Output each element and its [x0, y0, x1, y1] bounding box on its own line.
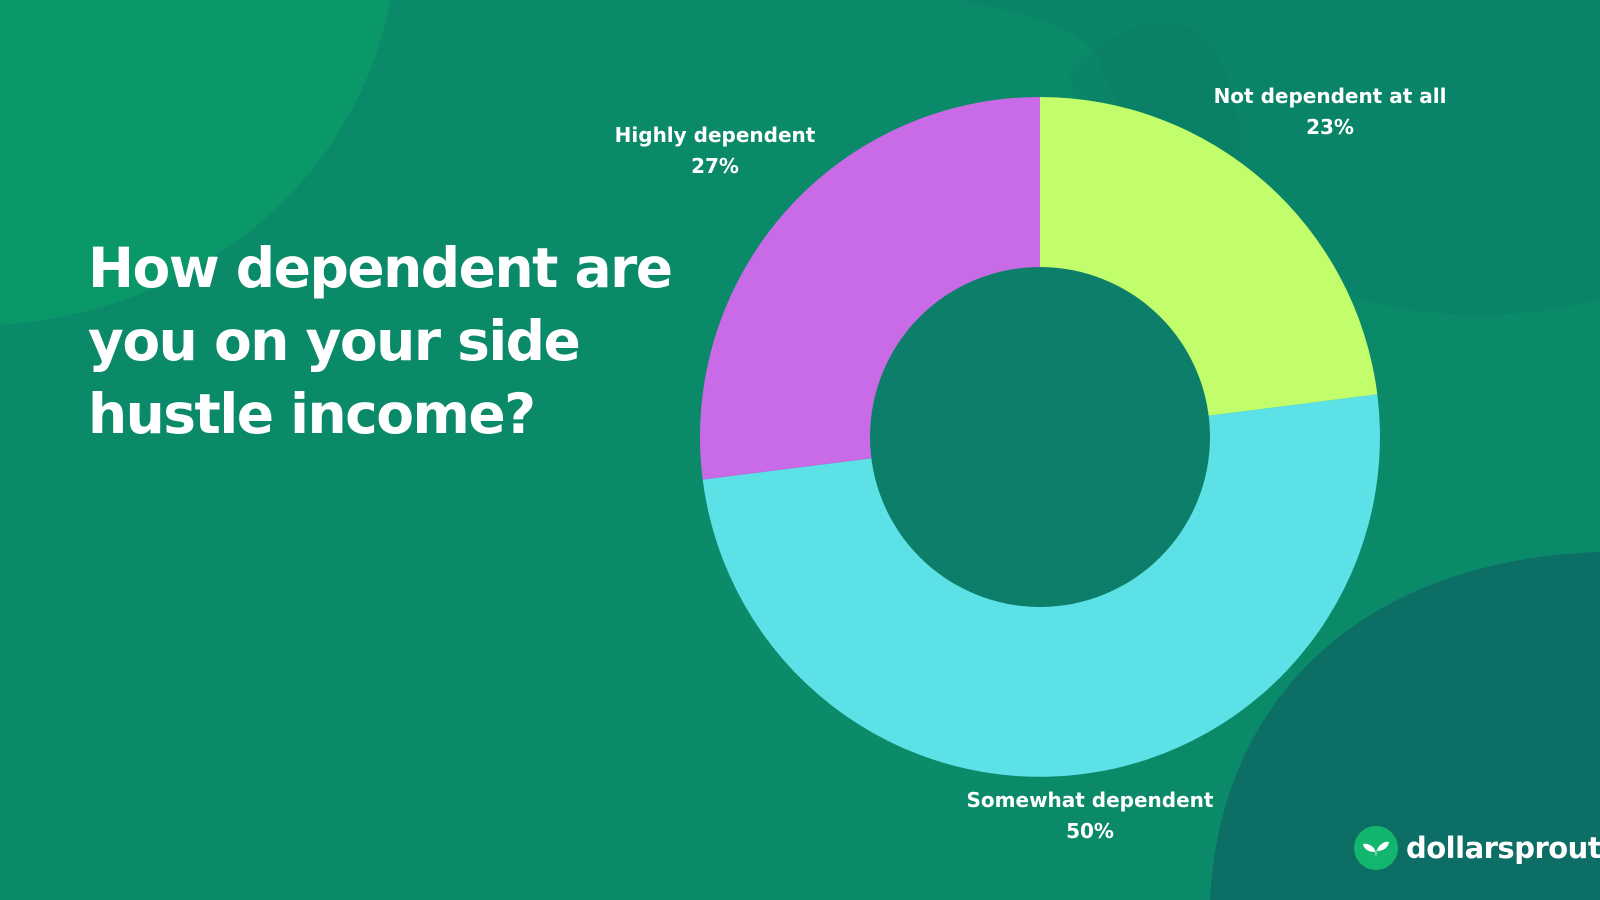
brand-logo: dollarsprout: [1354, 825, 1600, 871]
slice-label: Highly dependent: [615, 123, 816, 147]
donut-hole: [870, 267, 1210, 607]
slice-label: Not dependent at all: [1214, 84, 1447, 108]
slice-label: Somewhat dependent: [967, 788, 1214, 812]
slice-value-label: 27%: [691, 154, 739, 178]
slice-value-label: 50%: [1066, 819, 1114, 843]
slice-value-label: 23%: [1306, 115, 1354, 139]
sprout-icon: [1354, 826, 1398, 870]
chart-title: How dependent are you on your side hustl…: [88, 236, 673, 446]
brand-name: dollarsprout: [1406, 831, 1600, 865]
